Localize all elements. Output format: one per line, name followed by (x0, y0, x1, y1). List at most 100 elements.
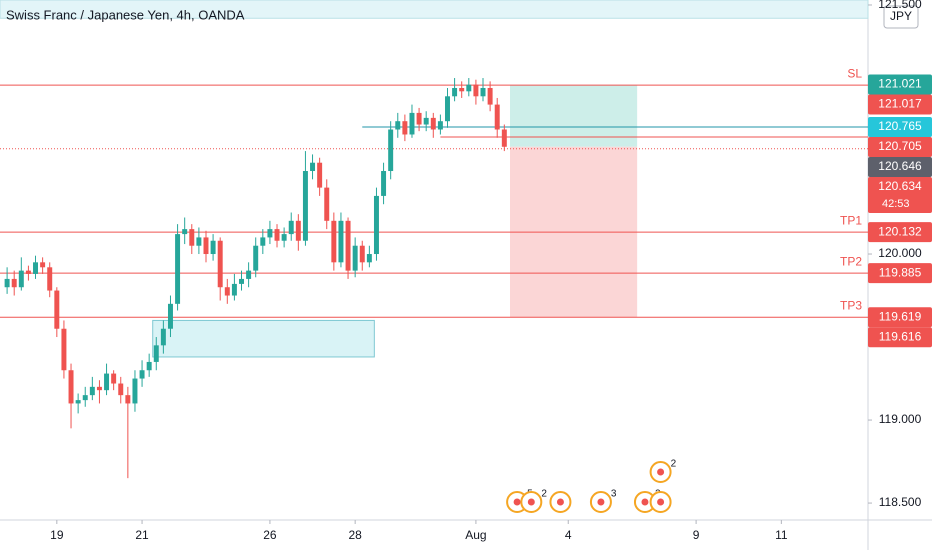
price-tag (868, 327, 932, 348)
candle-body (324, 187, 330, 221)
price-tag-label: 120.132 (878, 224, 922, 238)
candle-body (302, 171, 308, 241)
candle-body (416, 112, 422, 125)
candle-body (75, 400, 81, 404)
event-dot (641, 498, 649, 506)
countdown: 42:53 (882, 198, 910, 210)
candle-body (487, 87, 493, 105)
event-dot (556, 498, 564, 506)
candle-body (18, 270, 24, 288)
candle-body (331, 220, 337, 263)
candle-body (82, 395, 88, 401)
price-tag-label: 121.017 (878, 97, 922, 111)
candle-body (480, 87, 486, 97)
candle-body (260, 237, 266, 246)
candle-body (267, 229, 273, 238)
candle-body (210, 240, 216, 255)
zone (0, 0, 869, 19)
level-label: TP1 (840, 213, 862, 227)
candle-body (40, 262, 46, 268)
price-tag (868, 263, 932, 284)
candle-body (239, 278, 244, 284)
candle-body (196, 237, 202, 246)
candle-body (189, 229, 195, 246)
candle-body (224, 287, 230, 296)
level-label: TP2 (840, 254, 862, 268)
candle-body (182, 229, 188, 235)
price-tag-label: 120.765 (878, 119, 922, 133)
x-tick-label: Aug (465, 528, 486, 542)
event-dot (597, 498, 605, 506)
candle-body (317, 162, 323, 188)
price-tag-label: 119.619 (879, 309, 922, 323)
candle-body (33, 262, 39, 274)
candle-body (494, 104, 500, 130)
candle-body (11, 278, 17, 288)
candle-body (295, 220, 301, 241)
candle-body (381, 171, 387, 196)
currency: JPY (890, 9, 912, 23)
chart-title: Swiss Franc / Japanese Yen, 4h, OANDA (6, 7, 245, 22)
candle-body (430, 117, 436, 130)
candle-body (68, 370, 74, 404)
price-tag-label: 120.646 (878, 159, 922, 173)
candle-body (388, 129, 394, 172)
price-tag (868, 74, 932, 95)
candle-body (160, 328, 166, 346)
candle-body (47, 267, 53, 291)
candle-body (25, 270, 31, 274)
event-dot (527, 498, 535, 506)
price-tag (868, 222, 932, 243)
y-tick-label: 119.000 (879, 412, 922, 426)
event-count: 3 (611, 489, 617, 500)
event-dot (657, 468, 665, 476)
x-tick-label: 9 (693, 528, 700, 542)
candle-body (89, 386, 95, 396)
candle-body (352, 245, 358, 271)
price-tag (868, 94, 932, 115)
candle-body (402, 121, 408, 135)
level-label: SL (847, 66, 862, 80)
candle-body (61, 328, 67, 371)
y-tick-label: 121.500 (878, 0, 922, 11)
candle-body (153, 345, 159, 362)
x-tick-label: 26 (263, 528, 277, 542)
candle-body (281, 234, 287, 241)
candle-body (366, 254, 372, 263)
price-tag-label: 119.885 (879, 265, 922, 279)
currency-badge[interactable] (883, 5, 919, 29)
x-tick-label: 19 (50, 528, 64, 542)
candle-body (288, 220, 294, 235)
candle-body (359, 245, 365, 263)
x-tick-label: 21 (135, 528, 149, 542)
candle-body (203, 237, 209, 255)
candle-body (437, 121, 443, 130)
x-tick-label: 28 (348, 528, 362, 542)
candle-body (167, 303, 173, 329)
event-count: 2 (541, 489, 547, 500)
price-tag-label: 120.634 (878, 179, 922, 193)
price-tag (868, 117, 932, 138)
candle-body (54, 290, 60, 329)
candle-body (175, 234, 181, 304)
candle-body (231, 283, 237, 296)
candle-body (146, 361, 152, 371)
price-tag (868, 307, 932, 328)
candle-body (246, 270, 252, 279)
candle-body (338, 220, 344, 263)
candle-body (310, 162, 316, 172)
candle-body (96, 386, 102, 391)
candle-body (459, 87, 465, 92)
candle-body (111, 373, 117, 384)
candle-body (423, 117, 429, 125)
y-tick-label: 118.500 (879, 495, 922, 509)
candle-body (409, 112, 415, 135)
candle-body (473, 84, 479, 97)
candle-body (274, 229, 280, 241)
price-tag-label: 121.021 (878, 77, 922, 91)
price-tag (868, 137, 932, 158)
candle-body (104, 373, 110, 391)
candle-body (345, 220, 351, 271)
candle-body (395, 121, 401, 130)
